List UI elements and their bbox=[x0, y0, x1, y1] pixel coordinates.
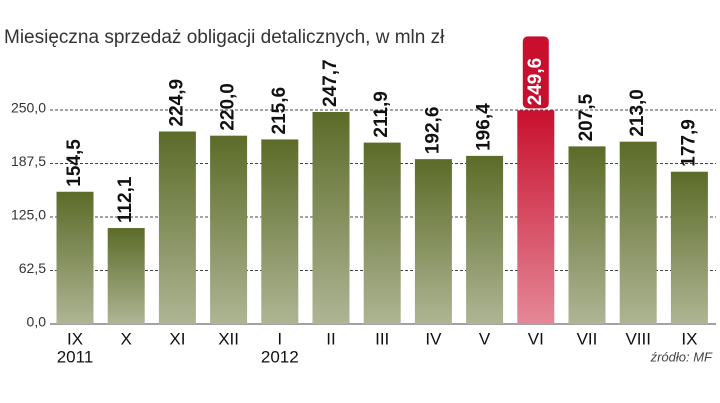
y-tick-label: 0,0 bbox=[27, 314, 47, 330]
x-tick-label: XI bbox=[169, 329, 185, 348]
bar bbox=[670, 171, 708, 324]
x-tick-label: II bbox=[326, 329, 335, 348]
value-label: 220,0 bbox=[218, 83, 239, 131]
bar bbox=[56, 191, 94, 324]
bar bbox=[414, 159, 452, 324]
value-label: 247,7 bbox=[320, 59, 341, 107]
value-label: 192,6 bbox=[422, 107, 443, 155]
bar bbox=[210, 135, 248, 324]
y-tick-label: 250,0 bbox=[11, 100, 46, 116]
x-tick-label: IX bbox=[681, 329, 697, 348]
year-label: 2012 bbox=[261, 347, 299, 366]
value-label: 154,5 bbox=[64, 139, 85, 187]
year-label: 2011 bbox=[57, 347, 94, 366]
x-tick-label: VII bbox=[577, 329, 598, 348]
x-tick-label: XII bbox=[218, 329, 239, 348]
value-label: 213,0 bbox=[627, 89, 648, 137]
value-label: 207,5 bbox=[576, 93, 597, 141]
x-tick-label: V bbox=[479, 329, 491, 348]
value-label: 177,9 bbox=[678, 119, 699, 167]
bar bbox=[107, 228, 145, 324]
x-tick-label: I bbox=[277, 329, 282, 348]
value-label-box bbox=[522, 36, 549, 109]
value-label: 196,4 bbox=[474, 103, 495, 151]
y-tick-label: 62,5 bbox=[19, 260, 46, 276]
bar bbox=[363, 142, 401, 324]
bar bbox=[466, 155, 504, 324]
bar bbox=[158, 131, 196, 324]
value-label: 249,6 bbox=[525, 58, 546, 106]
bar bbox=[312, 111, 350, 324]
bar bbox=[619, 141, 657, 324]
value-label: 112,1 bbox=[115, 176, 136, 223]
y-tick-label: 125,0 bbox=[11, 207, 46, 223]
bar bbox=[568, 146, 606, 324]
value-label: 215,6 bbox=[269, 87, 290, 135]
x-tick-label: IV bbox=[425, 329, 442, 348]
source: źródło: MF bbox=[650, 349, 713, 364]
chart-title: Miesięczna sprzedaż obligacji detaliczny… bbox=[4, 27, 445, 48]
x-tick-label: VIII bbox=[625, 329, 651, 348]
value-label: 211,9 bbox=[371, 91, 392, 138]
value-label: 224,9 bbox=[166, 79, 187, 127]
y-tick-label: 187,5 bbox=[11, 153, 46, 169]
x-tick-label: X bbox=[121, 329, 132, 348]
x-tick-label: VI bbox=[528, 329, 544, 348]
x-tick-label: III bbox=[375, 329, 389, 348]
bar bbox=[261, 139, 299, 324]
x-tick-label: IX bbox=[67, 329, 83, 348]
bar bbox=[517, 110, 555, 324]
